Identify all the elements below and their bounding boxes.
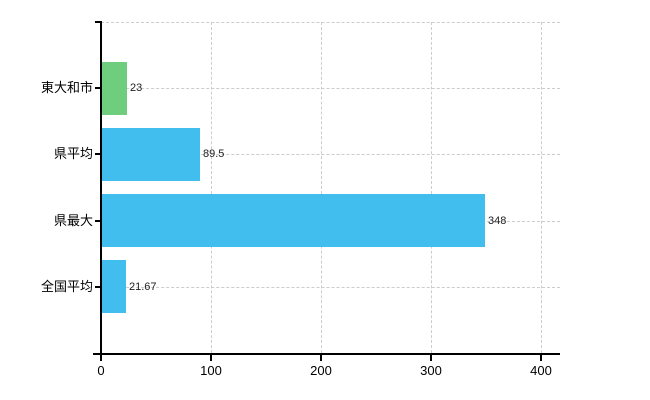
x-tick	[540, 355, 542, 361]
bar-value-label: 23	[130, 82, 143, 94]
x-tick-label: 400	[530, 363, 552, 378]
y-axis	[100, 21, 102, 353]
category-label: 県平均	[53, 146, 93, 161]
category-grid-line	[101, 287, 560, 288]
x-tick-label: 0	[97, 363, 105, 378]
bar	[102, 260, 126, 313]
x-tick	[320, 355, 322, 361]
category-label: 全国平均	[40, 279, 93, 294]
x-grid-line	[211, 22, 212, 353]
x-tick	[210, 355, 212, 361]
category-label: 県最大	[53, 213, 93, 228]
category-grid-line	[101, 154, 560, 155]
bar	[102, 62, 127, 115]
x-axis	[93, 353, 560, 355]
y-tick	[95, 220, 101, 222]
bar	[102, 128, 200, 181]
category-label: 東大和市	[40, 80, 93, 95]
x-tick-label: 300	[420, 363, 442, 378]
x-grid-line	[321, 22, 322, 353]
y-tick	[95, 87, 101, 89]
bar	[102, 194, 485, 247]
x-tick-label: 200	[310, 363, 332, 378]
x-tick	[430, 355, 432, 361]
y-tick	[95, 153, 101, 155]
x-tick	[100, 355, 102, 361]
bar-value-label: 89.5	[203, 148, 225, 160]
plot-top-border	[101, 22, 560, 23]
y-tick	[95, 286, 101, 288]
x-grid-line	[541, 22, 542, 353]
bar-value-label: 348	[488, 215, 507, 227]
x-grid-line	[431, 22, 432, 353]
y-axis-top-tick	[95, 21, 101, 23]
bar-value-label: 21.67	[129, 281, 157, 293]
x-tick-label: 100	[200, 363, 222, 378]
category-grid-line	[101, 88, 560, 89]
